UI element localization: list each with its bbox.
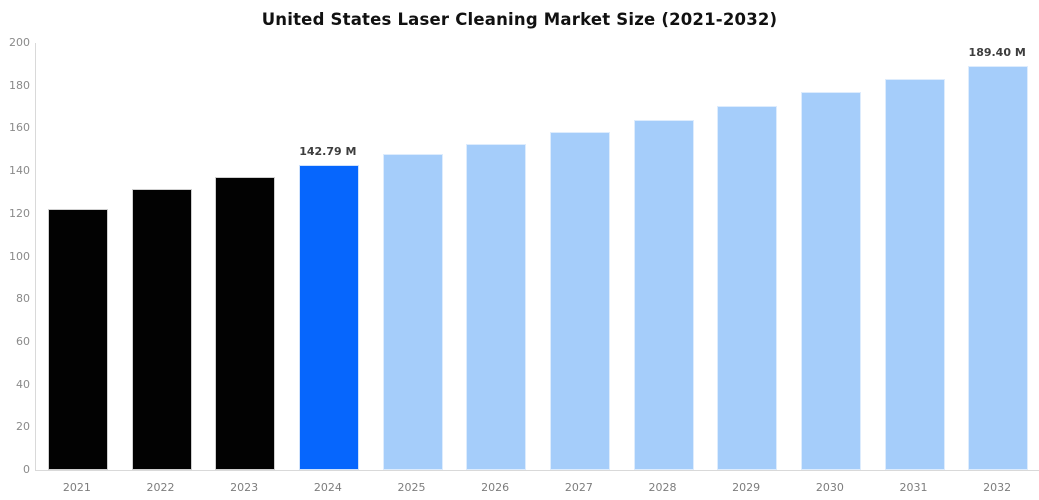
x-axis-tick-label-2032: 2032	[983, 481, 1012, 494]
bar-value-label-2024: 142.79 M	[299, 145, 357, 159]
bar-2031	[884, 79, 945, 470]
bar-2026	[466, 144, 527, 470]
y-axis-tick-label: 120	[9, 206, 30, 220]
bar-2027	[549, 132, 610, 470]
bar-2022	[131, 189, 192, 470]
bar-2024	[298, 165, 359, 470]
bar-2032	[968, 65, 1029, 470]
x-axis-tick-label-2030: 2030	[815, 481, 844, 494]
chart-title: United States Laser Cleaning Market Size…	[261, 10, 778, 29]
bar-value-label-2032: 189.40 M	[968, 45, 1026, 59]
x-axis-tick-label-2028: 2028	[648, 481, 677, 494]
y-axis-tick-label: 80	[16, 292, 30, 306]
y-axis-tick-label: 180	[9, 78, 30, 92]
bar-2028	[633, 120, 694, 470]
x-axis-tick-label-2023: 2023	[230, 481, 259, 494]
y-axis-tick-label: 200	[9, 36, 30, 49]
x-axis-tick-label-2022: 2022	[146, 481, 175, 494]
y-axis-tick-label: 100	[9, 249, 30, 263]
y-axis-tick-label: 60	[16, 334, 30, 348]
bar-2023	[215, 176, 276, 470]
bar-2021	[47, 208, 108, 470]
x-axis-tick-label-2026: 2026	[481, 481, 510, 494]
x-axis-tick-label-2027: 2027	[564, 481, 593, 494]
y-axis-tick-label: 160	[9, 121, 30, 135]
x-axis-tick-label-2021: 2021	[62, 481, 91, 494]
y-axis-tick-label: 20	[16, 420, 30, 434]
bar-2025	[382, 154, 443, 470]
x-axis-tick-label-2029: 2029	[732, 481, 761, 494]
bar-2029	[717, 105, 778, 470]
y-axis-tick-label: 0	[23, 463, 30, 476]
x-axis-tick-label-2031: 2031	[899, 481, 928, 494]
plot-area	[35, 43, 1039, 471]
x-axis-tick-label-2024: 2024	[313, 481, 342, 494]
bar-2030	[800, 92, 861, 470]
y-axis-tick-label: 140	[9, 164, 30, 178]
x-axis-tick-label-2025: 2025	[397, 481, 426, 494]
y-axis-tick-label: 40	[16, 377, 30, 391]
